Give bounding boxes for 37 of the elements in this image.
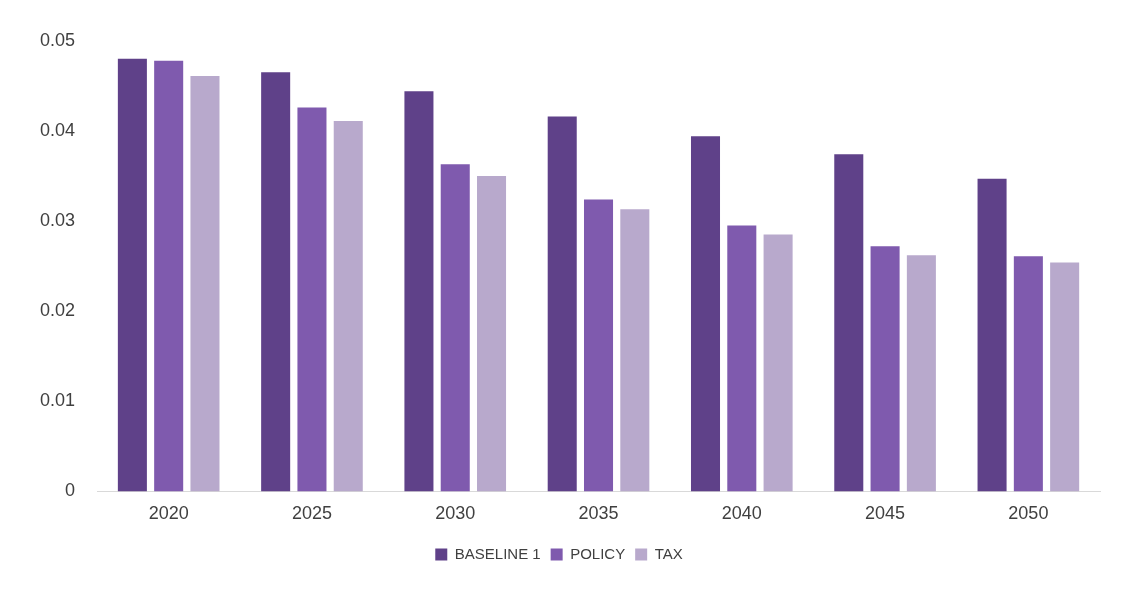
bar xyxy=(834,154,864,492)
bar xyxy=(404,91,434,492)
bar xyxy=(547,116,577,492)
legend-label: BASELINE 1 xyxy=(454,544,541,562)
x-tick-label: 2025 xyxy=(291,503,332,524)
bar xyxy=(906,255,936,492)
bar xyxy=(584,199,614,492)
bar xyxy=(333,121,363,492)
y-tick-label: 0.01 xyxy=(39,390,76,411)
y-tick-label: 0.04 xyxy=(39,119,76,140)
bar xyxy=(117,58,147,492)
bar xyxy=(977,178,1007,492)
x-tick-label: 2045 xyxy=(865,503,906,524)
x-tick-label: 2040 xyxy=(721,503,762,524)
bar xyxy=(763,234,793,492)
x-tick-label: 2035 xyxy=(578,503,619,524)
bar xyxy=(477,175,507,492)
x-tick-label: 2050 xyxy=(1008,503,1049,524)
y-tick-label: 0.02 xyxy=(39,300,76,321)
y-tick-label: 0.03 xyxy=(39,210,76,231)
y-tick-label: 0.05 xyxy=(39,29,76,50)
bar xyxy=(261,72,291,492)
bar xyxy=(154,60,184,492)
bar xyxy=(190,75,220,492)
bar xyxy=(870,246,900,492)
legend-label: TAX xyxy=(654,544,683,562)
bar xyxy=(690,136,721,492)
y-tick-label: 0 xyxy=(65,480,76,501)
bar xyxy=(1050,262,1080,492)
x-tick-label: 2030 xyxy=(435,503,476,524)
x-tick-label: 2020 xyxy=(148,503,189,524)
bar xyxy=(727,225,757,492)
bar xyxy=(620,209,650,492)
legend-label: POLICY xyxy=(570,544,626,562)
bar xyxy=(440,164,470,492)
bar xyxy=(297,107,327,492)
bar xyxy=(1013,256,1043,492)
